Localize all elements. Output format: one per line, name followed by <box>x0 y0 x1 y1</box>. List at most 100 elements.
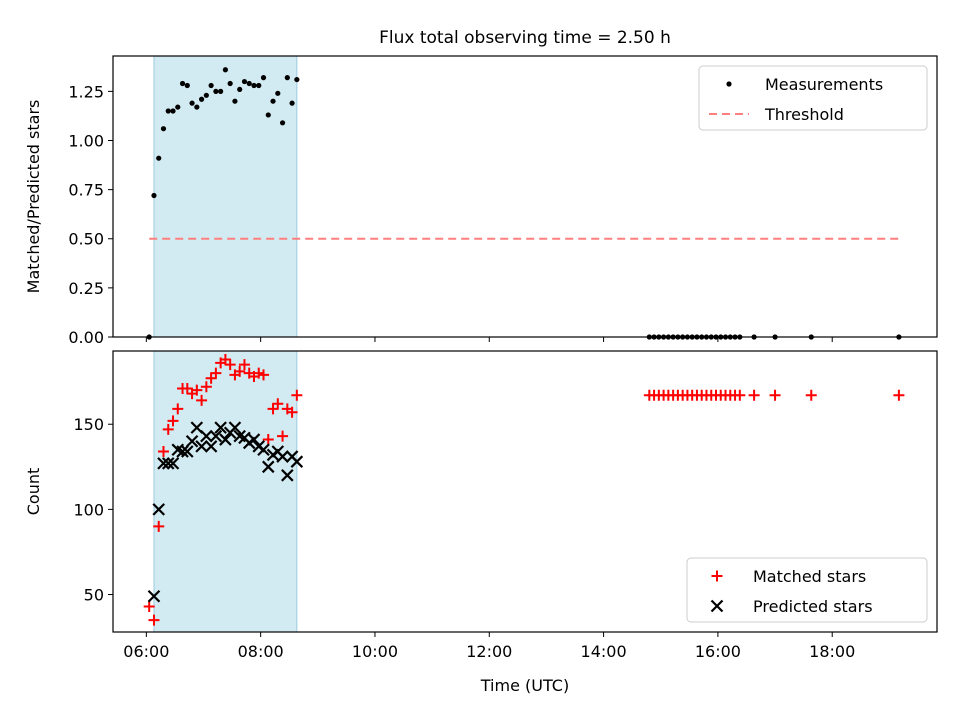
matched-stars-point <box>196 394 208 406</box>
measurement-point <box>160 126 167 132</box>
series-matched-stars <box>143 354 905 626</box>
y-tick-label: 1.00 <box>68 131 104 150</box>
measurement-point <box>194 104 200 110</box>
predicted-stars-point <box>157 457 170 470</box>
predicted-stars-point <box>161 457 175 470</box>
measurement-point <box>227 80 233 87</box>
axes-frame <box>112 350 938 633</box>
matched-stars-point <box>272 398 284 410</box>
matched-stars-point <box>172 403 184 415</box>
predicted-stars-point <box>261 460 275 474</box>
y-tick-label: 0.75 <box>68 181 104 200</box>
legend-label: Matched stars <box>753 567 866 586</box>
predicted-stars-point <box>147 589 161 603</box>
measurement-point <box>241 78 248 85</box>
matched-stars-point <box>734 389 746 401</box>
matched-stars-point <box>253 367 265 379</box>
matched-stars-point <box>153 520 165 532</box>
measurement-point <box>260 75 267 81</box>
y-tick-label: 0.00 <box>68 328 104 347</box>
matched-stars-point <box>291 389 303 401</box>
measurement-point <box>275 90 281 96</box>
matched-stars-point <box>181 382 193 394</box>
matched-stars-point <box>238 359 250 371</box>
measurement-point <box>251 82 257 89</box>
x-axis-label: Time (UTC) <box>480 676 569 695</box>
predicted-stars-point <box>204 440 218 453</box>
measurement-point <box>213 88 219 94</box>
y-tick-label: 0.50 <box>68 230 104 249</box>
measurement-point <box>294 76 300 83</box>
measurement-point <box>175 104 181 110</box>
x-tick-label: 12:00 <box>466 642 512 661</box>
measurement-point <box>284 75 290 81</box>
legend-marker-dot <box>726 81 732 87</box>
predicted-stars-point <box>257 443 270 457</box>
x-tick-label: 18:00 <box>809 642 855 661</box>
measurement-point <box>270 98 276 104</box>
measurement-point <box>289 100 295 106</box>
figure-title: Flux total observing time = 2.50 h <box>379 28 671 48</box>
matched-stars-point <box>267 403 279 415</box>
y-axis-label: Matched/Predicted stars <box>24 100 43 294</box>
matched-stars-point <box>191 384 203 396</box>
axes-frame <box>112 55 938 338</box>
measurement-point <box>208 82 214 89</box>
predicted-stars-point <box>281 469 294 482</box>
legend-box <box>686 557 928 623</box>
predicted-stars-point <box>166 457 180 470</box>
predicted-stars-point <box>181 445 194 458</box>
x-tick-label: 10:00 <box>352 642 398 661</box>
matched-stars-point <box>200 381 212 393</box>
matched-stars-point <box>262 434 274 446</box>
legend: Matched stars Predicted stars <box>686 557 928 623</box>
measurement-point <box>279 120 286 126</box>
measurement-point <box>151 192 157 199</box>
matched-stars-point <box>219 354 231 366</box>
x-tick-label: 16:00 <box>695 642 741 661</box>
predicted-stars-point <box>228 421 242 434</box>
predicted-stars-point <box>176 445 189 458</box>
matched-stars-point <box>769 389 781 401</box>
measurement-point <box>232 98 238 104</box>
measurement-point <box>170 108 176 114</box>
predicted-stars-point <box>219 433 232 446</box>
y-axis-label: Count <box>24 468 43 516</box>
y-tick-label: 150 <box>73 415 104 434</box>
measurement-point <box>218 88 224 94</box>
matched-stars-point <box>805 389 817 401</box>
matched-stars-point <box>143 600 155 612</box>
legend-label: Predicted stars <box>753 597 873 616</box>
y-tick-label: 1.25 <box>68 82 104 101</box>
matched-stars-point <box>205 372 217 384</box>
matched-stars-point <box>157 445 169 457</box>
predicted-stars-point <box>185 434 199 448</box>
measurement-point <box>265 112 271 118</box>
measurement-point <box>256 82 262 89</box>
y-tick-label: 50 <box>84 586 104 605</box>
legend-label: Threshold <box>764 105 844 124</box>
measurement-point <box>237 86 243 93</box>
predicted-stars-point <box>200 429 213 443</box>
matched-stars-point <box>277 430 289 442</box>
matched-stars-point <box>234 365 246 377</box>
matched-stars-point <box>162 423 174 435</box>
x-tick-label: 06:00 <box>123 642 169 661</box>
measurement-point <box>198 96 205 102</box>
matched-stars-point <box>148 614 160 626</box>
predicted-stars-point <box>152 503 166 516</box>
x-tick-label: 08:00 <box>238 642 284 661</box>
series-predicted-stars <box>147 421 304 603</box>
legend: Measurements Threshold <box>698 65 928 131</box>
predicted-stars-point <box>247 433 261 446</box>
legend-marker-plus <box>711 570 723 582</box>
matched-stars-point <box>210 367 222 379</box>
bottom-panel-counts: 50 100 150 06:00 08:00 10:00 12:00 14:00 16:00 18… <box>24 350 938 695</box>
matched-stars-point <box>167 415 179 427</box>
y-tick-label: 100 <box>73 500 104 519</box>
predicted-stars-point <box>290 455 304 468</box>
observing-interval-shade <box>153 350 298 633</box>
legend-label: Measurements <box>765 75 883 94</box>
predicted-stars-point <box>276 450 289 463</box>
